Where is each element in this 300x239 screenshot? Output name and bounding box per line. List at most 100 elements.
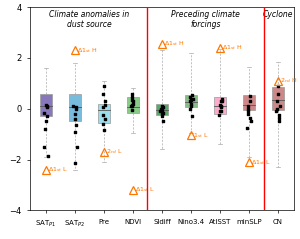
Point <box>274 99 279 103</box>
Point <box>275 107 280 111</box>
Point <box>188 95 193 99</box>
Point <box>44 104 49 108</box>
Bar <box>69 93 81 121</box>
Point <box>129 104 134 108</box>
Point <box>188 104 193 108</box>
Point <box>277 120 282 123</box>
Point <box>103 103 107 107</box>
Point <box>217 109 222 113</box>
Point <box>247 99 252 103</box>
Bar <box>214 97 226 114</box>
Text: 2$_{nd}$ H: 2$_{nd}$ H <box>280 76 298 85</box>
Point <box>73 117 77 121</box>
Bar <box>272 87 284 110</box>
Point <box>188 98 193 102</box>
Point <box>245 109 250 113</box>
Text: Δ1$_{st}$ L: Δ1$_{st}$ L <box>135 185 155 195</box>
Point <box>274 109 279 113</box>
Point <box>161 111 166 114</box>
Point <box>245 126 250 130</box>
Point <box>216 113 221 117</box>
Point <box>102 84 107 88</box>
Point <box>71 104 76 108</box>
Point <box>74 123 79 127</box>
Point <box>188 107 192 111</box>
Point <box>74 107 78 111</box>
Point <box>130 103 134 107</box>
Point <box>247 94 252 98</box>
Point <box>218 103 222 107</box>
Bar <box>243 95 255 110</box>
Point <box>45 106 50 109</box>
Point <box>102 128 106 132</box>
Point <box>129 98 134 102</box>
Text: Climate anomalies in
dust source: Climate anomalies in dust source <box>49 10 130 29</box>
Point <box>45 154 50 158</box>
Text: Δ1$_{st}$ H: Δ1$_{st}$ H <box>164 39 185 49</box>
Point <box>246 107 251 111</box>
Point <box>246 104 250 108</box>
Bar <box>40 93 52 116</box>
Point <box>129 95 134 99</box>
Point <box>277 113 282 117</box>
Text: Δ1$_{st}$ L: Δ1$_{st}$ L <box>48 165 68 174</box>
Text: Preceding climate
forcings: Preceding climate forcings <box>171 10 240 29</box>
Point <box>248 116 252 120</box>
Point <box>72 130 77 134</box>
Text: Cyclone: Cyclone <box>263 10 293 19</box>
Point <box>218 106 223 109</box>
Point <box>74 145 79 149</box>
Point <box>219 109 224 113</box>
Point <box>189 102 194 106</box>
Point <box>160 114 165 118</box>
Point <box>275 92 280 95</box>
Text: Δ1$_{st}$ H: Δ1$_{st}$ H <box>222 43 243 52</box>
Point <box>100 113 105 117</box>
Point <box>73 161 77 165</box>
Point <box>190 114 195 118</box>
Point <box>44 103 48 107</box>
Point <box>160 120 165 123</box>
Point <box>42 111 47 114</box>
Point <box>218 104 223 108</box>
Point <box>103 99 107 103</box>
Point <box>188 99 193 103</box>
Point <box>129 104 134 108</box>
Point <box>103 117 107 121</box>
Point <box>72 112 77 116</box>
Point <box>276 84 280 88</box>
Point <box>74 106 78 109</box>
Point <box>130 102 135 106</box>
Point <box>100 122 105 126</box>
Point <box>130 92 134 95</box>
Point <box>130 99 135 103</box>
Point <box>219 97 224 101</box>
Point <box>190 93 195 97</box>
Point <box>129 108 134 112</box>
Text: Δ1$_{st}$ L: Δ1$_{st}$ L <box>251 158 271 167</box>
Point <box>219 99 224 103</box>
Point <box>160 112 164 116</box>
Point <box>160 104 164 108</box>
Point <box>160 108 165 112</box>
Point <box>277 104 282 108</box>
Point <box>246 112 251 116</box>
Bar <box>156 104 168 115</box>
Text: 1$_{st}$ L: 1$_{st}$ L <box>193 131 209 140</box>
Text: 2$_{nd}$ L: 2$_{nd}$ L <box>106 147 124 156</box>
Point <box>101 106 106 109</box>
Point <box>44 120 49 123</box>
Point <box>158 107 163 111</box>
Bar <box>98 104 110 123</box>
Bar <box>127 97 139 113</box>
Point <box>190 97 195 101</box>
Point <box>42 145 47 149</box>
Point <box>248 120 253 123</box>
Point <box>276 116 281 120</box>
Point <box>219 99 224 103</box>
Bar <box>185 95 197 108</box>
Point <box>158 109 163 113</box>
Text: Δ1$_{st}$ H: Δ1$_{st}$ H <box>77 46 98 55</box>
Point <box>43 127 48 131</box>
Point <box>100 92 105 95</box>
